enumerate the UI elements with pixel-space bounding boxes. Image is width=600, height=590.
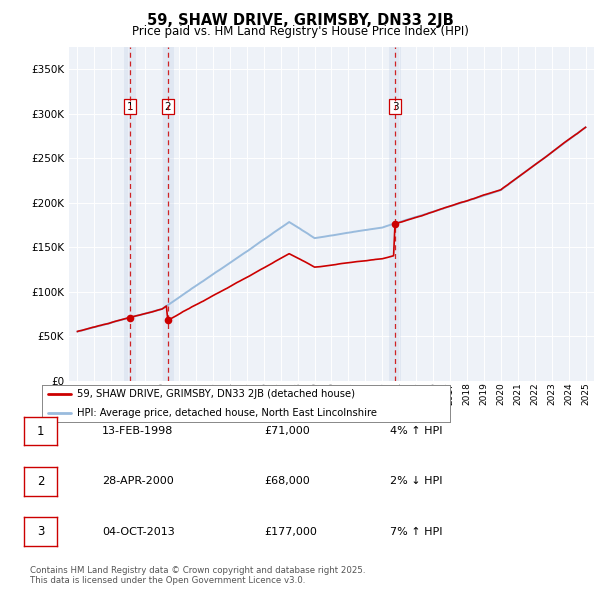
Text: 13-FEB-1998: 13-FEB-1998 bbox=[102, 427, 173, 436]
Text: 2: 2 bbox=[37, 475, 44, 488]
Text: Price paid vs. HM Land Registry's House Price Index (HPI): Price paid vs. HM Land Registry's House … bbox=[131, 25, 469, 38]
Text: 1: 1 bbox=[127, 101, 134, 112]
Bar bbox=[389, 47, 401, 381]
Text: 7% ↑ HPI: 7% ↑ HPI bbox=[390, 527, 443, 536]
Text: £68,000: £68,000 bbox=[264, 477, 310, 486]
Bar bbox=[124, 47, 136, 381]
Text: £71,000: £71,000 bbox=[264, 427, 310, 436]
Text: 1: 1 bbox=[37, 425, 44, 438]
Text: 3: 3 bbox=[37, 525, 44, 538]
Text: Contains HM Land Registry data © Crown copyright and database right 2025.
This d: Contains HM Land Registry data © Crown c… bbox=[30, 566, 365, 585]
Text: 59, SHAW DRIVE, GRIMSBY, DN33 2JB (detached house): 59, SHAW DRIVE, GRIMSBY, DN33 2JB (detac… bbox=[77, 389, 355, 399]
Text: 28-APR-2000: 28-APR-2000 bbox=[102, 477, 174, 486]
Text: 2: 2 bbox=[164, 101, 171, 112]
Bar bbox=[162, 47, 173, 381]
Text: HPI: Average price, detached house, North East Lincolnshire: HPI: Average price, detached house, Nort… bbox=[77, 408, 377, 418]
Text: £177,000: £177,000 bbox=[264, 527, 317, 536]
Text: 4% ↑ HPI: 4% ↑ HPI bbox=[390, 427, 443, 436]
Text: 59, SHAW DRIVE, GRIMSBY, DN33 2JB: 59, SHAW DRIVE, GRIMSBY, DN33 2JB bbox=[146, 13, 454, 28]
Text: 04-OCT-2013: 04-OCT-2013 bbox=[102, 527, 175, 536]
Text: 3: 3 bbox=[392, 101, 398, 112]
Text: 2% ↓ HPI: 2% ↓ HPI bbox=[390, 477, 443, 486]
